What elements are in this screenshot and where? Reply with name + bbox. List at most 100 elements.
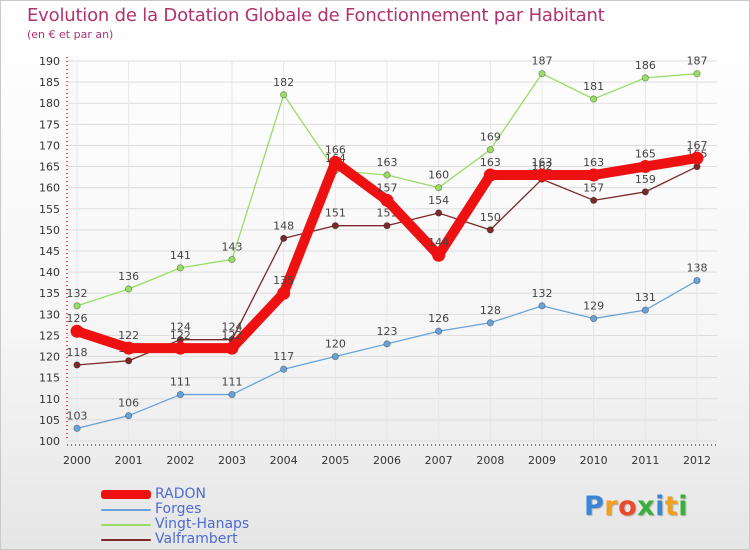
data-point <box>486 319 494 327</box>
data-label: 126 <box>67 312 88 325</box>
data-point <box>486 146 494 154</box>
data-label: 122 <box>222 329 243 342</box>
data-label: 118 <box>67 346 88 359</box>
x-tick-label: 2010 <box>580 454 608 467</box>
data-label: 163 <box>532 156 553 169</box>
legend-label: Vingt-Hanaps <box>155 516 250 532</box>
data-label: 144 <box>428 236 449 249</box>
data-point <box>535 168 549 182</box>
data-label: 129 <box>583 300 604 313</box>
data-label: 124 <box>222 321 243 334</box>
data-label: 159 <box>635 173 656 186</box>
data-point <box>73 424 81 432</box>
x-tick-label: 2002 <box>166 454 194 467</box>
legend-label: RADON <box>155 486 207 502</box>
data-label: 163 <box>480 156 501 169</box>
data-point <box>432 248 446 262</box>
chart-subtitle: (en € et par an) <box>27 28 114 41</box>
data-label: 169 <box>480 131 501 144</box>
data-point <box>435 209 443 217</box>
y-tick-label: 140 <box>39 266 60 279</box>
data-point <box>73 361 81 369</box>
data-label: 148 <box>273 219 294 232</box>
data-point <box>693 70 701 78</box>
data-label: 181 <box>583 80 604 93</box>
x-tick-label: 2009 <box>528 454 556 467</box>
x-tick-label: 2000 <box>63 454 91 467</box>
y-tick-label: 185 <box>39 76 60 89</box>
x-tick-label: 2001 <box>115 454 143 467</box>
data-point <box>587 168 601 182</box>
data-label: 150 <box>480 211 501 224</box>
x-tick-label: 2006 <box>373 454 401 467</box>
y-tick-label: 120 <box>39 351 60 364</box>
data-point <box>228 255 236 264</box>
legend-swatch <box>101 490 151 499</box>
x-tick-label: 2003 <box>218 454 246 467</box>
data-label: 124 <box>170 321 191 334</box>
logo-letter: r <box>604 491 619 522</box>
legend-item-forges: Forges <box>101 502 249 517</box>
data-point <box>176 390 184 399</box>
chart-title: Evolution de la Dotation Globale de Fonc… <box>27 5 605 26</box>
legend-item-vingt-hanaps: Vingt-Hanaps <box>101 517 249 532</box>
data-point <box>328 155 342 169</box>
data-label: 157 <box>583 181 604 194</box>
data-point <box>277 286 291 300</box>
logo-letter: t <box>664 491 679 522</box>
data-label: 106 <box>118 397 139 410</box>
data-point <box>176 264 184 272</box>
data-point <box>590 95 598 103</box>
data-point <box>228 390 236 399</box>
proxiti-logo: Proxiti <box>584 491 688 522</box>
legend-label: Forges <box>155 501 202 517</box>
data-label: 128 <box>480 304 501 317</box>
y-tick-label: 105 <box>39 414 60 427</box>
data-point <box>125 357 133 365</box>
legend-label: Valframbert <box>155 531 238 547</box>
x-tick-label: 2011 <box>631 454 659 467</box>
legend-item-valframbert: Valframbert <box>101 532 249 547</box>
y-tick-label: 110 <box>39 393 60 406</box>
data-point <box>383 171 391 179</box>
data-label: 166 <box>325 143 346 156</box>
legend-swatch <box>101 538 151 541</box>
data-label: 163 <box>583 156 604 169</box>
y-tick-label: 160 <box>39 182 60 195</box>
data-point <box>280 91 288 99</box>
data-label: 122 <box>170 329 191 342</box>
data-point <box>331 352 339 361</box>
data-label: 126 <box>428 312 449 325</box>
data-point <box>225 341 239 355</box>
legend-swatch <box>101 523 151 526</box>
data-point <box>641 188 649 196</box>
data-point <box>693 276 701 285</box>
data-point <box>435 184 443 192</box>
data-point <box>435 327 443 335</box>
data-point <box>380 193 394 207</box>
y-tick-label: 145 <box>39 245 60 258</box>
data-label: 162 <box>532 160 553 173</box>
data-label: 120 <box>325 338 346 351</box>
data-label: 123 <box>377 325 398 338</box>
data-label: 117 <box>273 350 294 363</box>
data-point <box>486 226 494 234</box>
logo-letter: x <box>637 491 656 522</box>
data-label: 182 <box>273 76 294 89</box>
y-tick-label: 155 <box>39 203 60 216</box>
x-tick-label: 2007 <box>425 454 453 467</box>
y-tick-label: 125 <box>39 329 60 342</box>
y-tick-label: 135 <box>39 287 60 300</box>
data-point <box>590 314 598 323</box>
data-point <box>538 302 546 310</box>
data-label: 186 <box>635 59 656 72</box>
data-point <box>538 70 546 78</box>
y-tick-label: 170 <box>39 139 60 152</box>
data-point <box>641 74 649 82</box>
data-label: 122 <box>118 329 139 342</box>
data-label: 111 <box>222 376 243 389</box>
data-point <box>638 160 652 174</box>
y-tick-label: 180 <box>39 97 60 110</box>
